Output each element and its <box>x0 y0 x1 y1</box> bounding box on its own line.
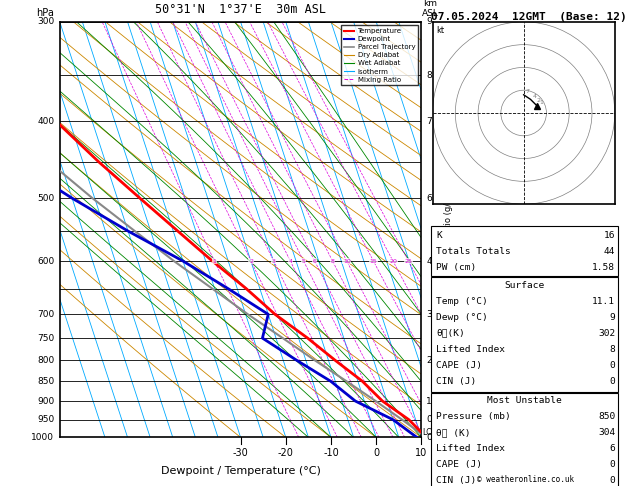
Text: Surface: Surface <box>504 280 545 290</box>
Text: 2: 2 <box>537 98 541 103</box>
Text: 600: 600 <box>37 257 54 265</box>
Text: 304: 304 <box>598 428 615 437</box>
Text: Lifted Index: Lifted Index <box>436 345 505 354</box>
Text: 500: 500 <box>37 194 54 203</box>
Text: Lifted Index: Lifted Index <box>436 444 505 453</box>
Text: -20: -20 <box>278 448 294 458</box>
Text: 25: 25 <box>404 259 413 263</box>
Text: 50°31'N  1°37'E  30m ASL: 50°31'N 1°37'E 30m ASL <box>155 2 326 16</box>
Text: 950: 950 <box>37 415 54 424</box>
Text: 20: 20 <box>389 259 397 263</box>
Text: 400: 400 <box>37 117 54 126</box>
Text: 0: 0 <box>373 448 379 458</box>
Text: 850: 850 <box>37 377 54 386</box>
Text: 302: 302 <box>598 329 615 338</box>
Text: 0: 0 <box>610 460 615 469</box>
Text: Temp (°C): Temp (°C) <box>436 296 487 306</box>
Text: 0: 0 <box>426 433 432 442</box>
Text: 4: 4 <box>532 93 537 99</box>
Text: -30: -30 <box>233 448 248 458</box>
Text: CAPE (J): CAPE (J) <box>436 361 482 370</box>
Text: θᴇ(K): θᴇ(K) <box>436 329 465 338</box>
Text: 1: 1 <box>539 100 543 105</box>
Text: 6: 6 <box>313 259 316 263</box>
Text: 8: 8 <box>331 259 335 263</box>
Text: 4: 4 <box>288 259 292 263</box>
Text: 850: 850 <box>598 412 615 421</box>
Text: km
ASL: km ASL <box>422 0 439 17</box>
Legend: Temperature, Dewpoint, Parcel Trajectory, Dry Adiabat, Wet Adiabat, Isotherm, Mi: Temperature, Dewpoint, Parcel Trajectory… <box>341 25 418 86</box>
Text: 1: 1 <box>426 397 432 405</box>
Text: 7: 7 <box>426 117 432 126</box>
Text: Most Unstable: Most Unstable <box>487 396 562 405</box>
Text: PW (cm): PW (cm) <box>436 263 476 272</box>
Text: 1.58: 1.58 <box>592 263 615 272</box>
Text: θᴇ (K): θᴇ (K) <box>436 428 470 437</box>
Text: K: K <box>436 231 442 240</box>
Text: 07.05.2024  12GMT  (Base: 12): 07.05.2024 12GMT (Base: 12) <box>431 12 626 22</box>
Text: Pressure (mb): Pressure (mb) <box>436 412 511 421</box>
Text: CIN (J): CIN (J) <box>436 377 476 386</box>
Text: 800: 800 <box>37 356 54 365</box>
Text: 1000: 1000 <box>31 433 54 442</box>
Text: kt: kt <box>436 26 444 35</box>
Text: 4: 4 <box>426 257 431 265</box>
Text: 8: 8 <box>610 345 615 354</box>
Text: 10: 10 <box>343 259 351 263</box>
Text: Mixing Ratio (g/kg): Mixing Ratio (g/kg) <box>444 190 453 269</box>
Text: LCL: LCL <box>422 428 436 437</box>
Text: Dewpoint / Temperature (°C): Dewpoint / Temperature (°C) <box>160 467 321 476</box>
Text: 2: 2 <box>249 259 253 263</box>
Text: 3: 3 <box>426 310 432 319</box>
Text: 16: 16 <box>604 231 615 240</box>
Text: 7: 7 <box>525 89 530 94</box>
Text: 0: 0 <box>610 377 615 386</box>
Text: 2: 2 <box>426 356 431 365</box>
Text: 1: 1 <box>213 259 216 263</box>
Text: © weatheronline.co.uk: © weatheronline.co.uk <box>477 474 574 484</box>
Text: 700: 700 <box>37 310 54 319</box>
Text: 0: 0 <box>610 476 615 486</box>
Text: 750: 750 <box>37 333 54 343</box>
Text: 15: 15 <box>370 259 377 263</box>
Text: 44: 44 <box>604 247 615 256</box>
Text: -10: -10 <box>323 448 339 458</box>
Text: 900: 900 <box>37 397 54 405</box>
Text: 10: 10 <box>415 448 428 458</box>
Text: CIN (J): CIN (J) <box>436 476 476 486</box>
Text: 5: 5 <box>302 259 306 263</box>
Text: 300: 300 <box>37 17 54 26</box>
Text: 3: 3 <box>272 259 276 263</box>
Text: hPa: hPa <box>36 8 54 17</box>
Text: Dewp (°C): Dewp (°C) <box>436 312 487 322</box>
Text: 6: 6 <box>610 444 615 453</box>
Text: 8: 8 <box>426 70 432 80</box>
Text: 9: 9 <box>426 17 432 26</box>
Text: CAPE (J): CAPE (J) <box>436 460 482 469</box>
Text: Totals Totals: Totals Totals <box>436 247 511 256</box>
Text: 9: 9 <box>610 312 615 322</box>
Text: 6: 6 <box>426 194 432 203</box>
Text: 11.1: 11.1 <box>592 296 615 306</box>
Text: 0.5: 0.5 <box>426 415 440 424</box>
Text: 0: 0 <box>610 361 615 370</box>
